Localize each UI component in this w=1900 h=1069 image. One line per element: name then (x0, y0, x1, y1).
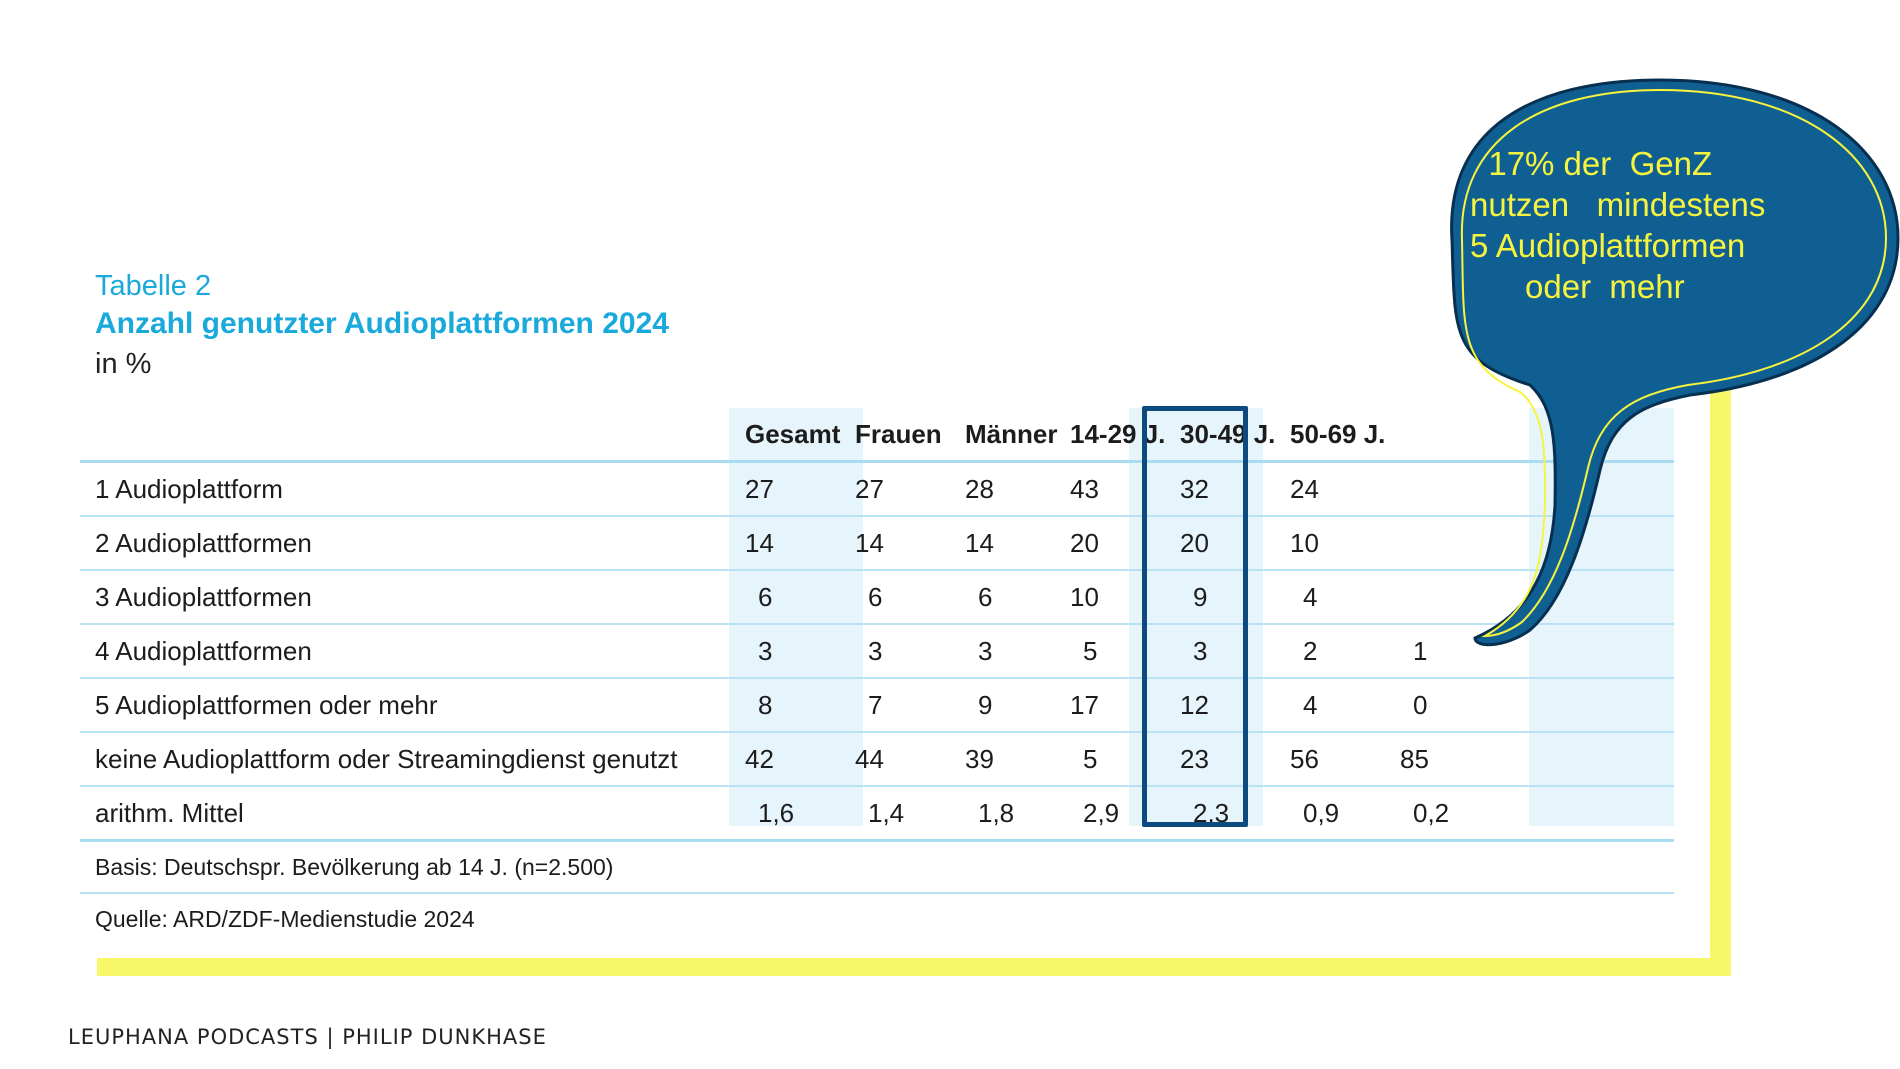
table-cell: 2,9 (1083, 798, 1120, 828)
callout-text: 17% der GenZ nutzen mindestens 5 Audiopl… (1470, 145, 1766, 305)
column-header: 14-29 J. (1070, 419, 1166, 449)
table-cell: 27 (745, 474, 774, 504)
column-header: Frauen (855, 419, 942, 449)
bubble-outline (1460, 88, 1888, 638)
column-header: Gesamt (745, 419, 841, 449)
column-shade (729, 408, 863, 826)
table-cell: 24 (1290, 474, 1319, 504)
table-cell: 3 (1193, 636, 1208, 666)
table-cell: 39 (965, 744, 994, 774)
row-label: keine Audioplattform oder Streamingdiens… (95, 744, 678, 774)
table-cell: 12 (1180, 690, 1209, 720)
column-header: 30-49 J. (1180, 419, 1276, 449)
table-cell: 6 (978, 582, 993, 612)
table-cell: 42 (745, 744, 774, 774)
row-label: 4 Audioplattformen (95, 636, 312, 666)
table-cell: 44 (855, 744, 884, 774)
table-cell: 5 (1083, 636, 1098, 666)
bubble-shape (1450, 78, 1900, 647)
table-cell: 23 (1180, 744, 1209, 774)
table-source-note: Quelle: ARD/ZDF-Medienstudie 2024 (80, 894, 1674, 944)
table-cell: 0 (1413, 690, 1428, 720)
table-cell: 7 (868, 690, 883, 720)
table-cell: 32 (1180, 474, 1209, 504)
table-row: 2 Audioplattformen 14 14 14 20 20 10 (80, 517, 1674, 571)
column-shade (1129, 408, 1263, 826)
table-row: 5 Audioplattformen oder mehr 8 7 9 17 12 4 0 (80, 679, 1674, 733)
table-row: keine Audioplattform oder Streamingdiens… (80, 733, 1674, 787)
table-cell: 6 (868, 582, 883, 612)
table-heading: Tabelle 2 Anzahl genutzter Audioplattfor… (95, 268, 669, 384)
column-shade (1529, 408, 1674, 826)
row-label: 5 Audioplattformen oder mehr (95, 690, 438, 720)
table-cell: 3 (868, 636, 883, 666)
table-cell: 1,4 (868, 798, 905, 828)
table-cell: 27 (855, 474, 884, 504)
source-text: Quelle: ARD/ZDF-Medienstudie 2024 (95, 906, 475, 932)
table-cell: 20 (1180, 528, 1209, 558)
highlight-box-14-29 (1142, 406, 1248, 827)
table-cell: 0,9 (1303, 798, 1340, 828)
table-cell: 14 (965, 528, 994, 558)
accent-frame-bottom (97, 958, 1731, 976)
row-label: 1 Audioplattform (95, 474, 283, 504)
table-cell: 28 (965, 474, 994, 504)
column-header: 50-69 J. (1290, 419, 1386, 449)
table-cell: 85 (1400, 744, 1429, 774)
footer-text: LEUPHANA PODCASTS | PHILIP DUNKHASE (68, 1025, 547, 1049)
table-cell: 0,2 (1413, 798, 1450, 828)
table-header-row: Gesamt Frauen Männer 14-29 J. 30-49 J. 50-69 … (80, 408, 1674, 463)
table-row: 3 Audioplattformen 6 6 6 10 9 4 (80, 571, 1674, 625)
table-cell: 9 (978, 690, 993, 720)
table-cell: 1 (1413, 636, 1428, 666)
table-cell: 2 (1303, 636, 1318, 666)
row-label: 2 Audioplattformen (95, 528, 312, 558)
column-header: Männer (965, 419, 1058, 449)
table-label: Tabelle 2 (95, 270, 212, 302)
table-title: Anzahl genutzter Audioplattformen 2024 (95, 307, 669, 340)
accent-frame-right (1710, 380, 1731, 976)
data-table: Gesamt Frauen Männer 14-29 J. 30-49 J. 50-69 … (80, 408, 1674, 944)
table-cell: 4 (1303, 690, 1318, 720)
table-cell: 3 (758, 636, 773, 666)
basis-text: Basis: Deutschspr. Bevölkerung ab 14 J. … (95, 854, 614, 880)
table-cell: 20 (1070, 528, 1099, 558)
row-label: arithm. Mittel (95, 798, 244, 828)
table-cell: 56 (1290, 744, 1319, 774)
table-basis-note: Basis: Deutschspr. Bevölkerung ab 14 J. … (80, 842, 1674, 894)
table-row: 4 Audioplattformen 3 3 3 5 3 2 1 (80, 625, 1674, 679)
table-cell: 1,8 (978, 798, 1015, 828)
table-cell: 14 (855, 528, 884, 558)
table-cell: 4 (1303, 582, 1318, 612)
table-cell: 5 (1083, 744, 1098, 774)
table-cell: 6 (758, 582, 773, 612)
table-unit: in % (95, 348, 152, 380)
table-cell: 17 (1070, 690, 1099, 720)
table-cell: 10 (1070, 582, 1099, 612)
table-cell: 14 (745, 528, 774, 558)
table-cell: 3 (978, 636, 993, 666)
table-cell: 1,6 (758, 798, 795, 828)
table-cell: 8 (758, 690, 773, 720)
table-row: 1 Audioplattform 27 27 28 43 32 24 (80, 463, 1674, 517)
table-cell: 43 (1070, 474, 1099, 504)
row-label: 3 Audioplattformen (95, 582, 312, 612)
table-cell: 10 (1290, 528, 1319, 558)
table-cell: 9 (1193, 582, 1208, 612)
